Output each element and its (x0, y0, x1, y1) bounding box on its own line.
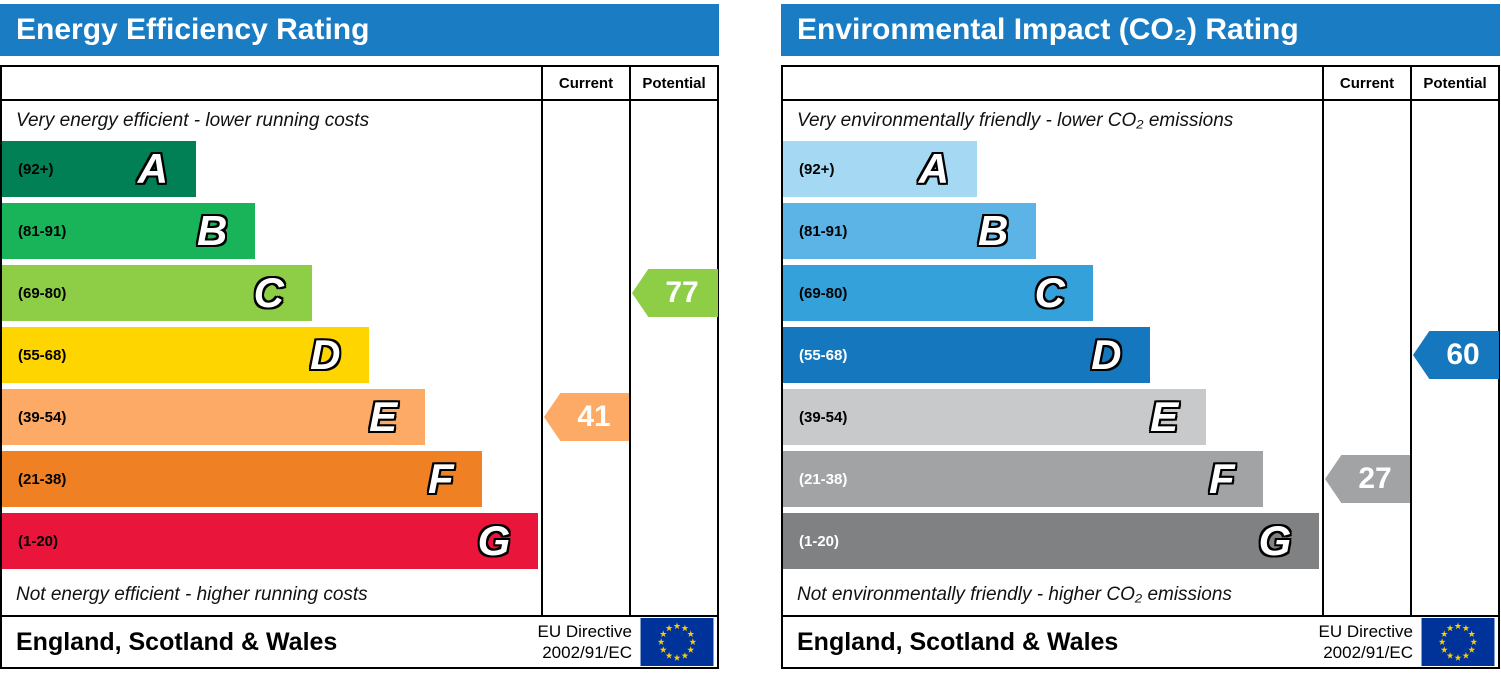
eu-flag-icon (640, 618, 714, 666)
band-c-letter: C (253, 269, 284, 316)
band-f-range: (21-38) (799, 470, 848, 488)
band-b-range: (81-91) (18, 222, 67, 240)
band-a-range: (92+) (18, 160, 54, 178)
eu-directive-line1: EU Directive (537, 621, 632, 641)
current-column: 41 (541, 101, 630, 615)
eu-directive-line1: EU Directive (1318, 621, 1413, 641)
chart-body: Very energy efficient - lower running co… (2, 101, 718, 615)
potential-column: 77 (629, 101, 718, 615)
band-e-letter: E (369, 393, 398, 440)
energy-efficiency-title: Energy Efficiency Rating (0, 4, 719, 56)
current-rating-value: 27 (1358, 462, 1392, 495)
band-a: (92+) A (2, 141, 197, 197)
header-spacer (2, 67, 541, 99)
potential-rating-arrow: 60 (1413, 331, 1499, 379)
bands: (92+) A (81-91) B (69-80) C (55-68) (783, 141, 1322, 575)
band-e-range: (39-54) (799, 408, 848, 426)
band-c-letter: C (1034, 269, 1065, 316)
chart-footer: England, Scotland & Wales EU Directive 2… (783, 615, 1498, 667)
band-e: (39-54) E (2, 389, 426, 445)
header-spacer (783, 67, 1322, 99)
chart-body: Very environmentally friendly - lower CO… (783, 101, 1499, 615)
band-f: (21-38) F (783, 451, 1263, 507)
environmental-impact-title: Environmental Impact (CO₂) Rating (781, 4, 1500, 56)
eu-directive-label: EU Directive 2002/91/EC (1319, 621, 1413, 664)
current-rating-arrow: 41 (544, 393, 630, 441)
band-g-range: (1-20) (18, 532, 59, 550)
band-d: (55-68) D (783, 327, 1150, 383)
eu-flag-icon (1421, 618, 1495, 666)
potential-column-header: Potential (629, 67, 717, 99)
band-g: (1-20) G (2, 513, 539, 569)
band-d-letter: D (1091, 331, 1122, 378)
environmental-impact-chart: Environmental Impact (CO₂) Rating Curren… (781, 4, 1500, 669)
band-c: (69-80) C (783, 265, 1093, 321)
chart-footer: England, Scotland & Wales EU Directive 2… (2, 615, 717, 667)
band-g: (1-20) G (783, 513, 1320, 569)
potential-column: 60 (1410, 101, 1499, 615)
bottom-note: Not energy efficient - higher running co… (16, 584, 368, 605)
band-d-range: (55-68) (799, 346, 848, 364)
current-column-header: Current (1322, 67, 1410, 99)
top-note: Very environmentally friendly - lower CO… (797, 110, 1234, 131)
potential-rating-value: 77 (665, 276, 699, 309)
band-a-letter: A (137, 145, 169, 192)
environmental-impact-frame: Current Potential Very environmentally f… (781, 65, 1500, 669)
band-a-range: (92+) (799, 160, 835, 178)
band-f: (21-38) F (2, 451, 482, 507)
eu-directive-label: EU Directive 2002/91/EC (538, 621, 632, 664)
band-c-range: (69-80) (799, 284, 848, 302)
region-label: England, Scotland & Wales (16, 627, 338, 656)
band-f-range: (21-38) (18, 470, 67, 488)
band-f-letter: F (1209, 455, 1235, 502)
eu-directive-line2: 2002/91/EC (542, 643, 632, 662)
band-b: (81-91) B (783, 203, 1037, 259)
band-c: (69-80) C (2, 265, 312, 321)
band-g-letter: G (1258, 517, 1292, 564)
band-e-letter: E (1150, 393, 1179, 440)
band-c-range: (69-80) (18, 284, 67, 302)
potential-column-header: Potential (1410, 67, 1498, 99)
column-header-row: Current Potential (783, 67, 1498, 101)
band-b-range: (81-91) (799, 222, 848, 240)
band-a: (92+) A (783, 141, 978, 197)
column-header-row: Current Potential (2, 67, 717, 101)
band-e: (39-54) E (783, 389, 1207, 445)
bottom-note: Not environmentally friendly - higher CO… (797, 584, 1232, 605)
eu-directive-line2: 2002/91/EC (1323, 643, 1413, 662)
potential-rating-value: 60 (1446, 338, 1480, 371)
energy-efficiency-frame: Current Potential Very energy efficient … (0, 65, 719, 669)
potential-rating-arrow: 77 (632, 269, 718, 317)
band-g-range: (1-20) (799, 532, 840, 550)
band-d-range: (55-68) (18, 346, 67, 364)
energy-efficiency-chart: Energy Efficiency Rating Current Potenti… (0, 4, 719, 669)
band-g-letter: G (477, 517, 511, 564)
band-b-letter: B (196, 207, 228, 254)
band-f-letter: F (428, 455, 454, 502)
bands-area: Very energy efficient - lower running co… (2, 101, 541, 615)
region-label: England, Scotland & Wales (797, 627, 1119, 656)
band-d-letter: D (310, 331, 341, 378)
band-a-letter: A (918, 145, 950, 192)
current-column-header: Current (541, 67, 629, 99)
top-note: Very energy efficient - lower running co… (16, 110, 370, 131)
current-rating-arrow: 27 (1325, 455, 1411, 503)
current-column: 27 (1322, 101, 1411, 615)
current-rating-value: 41 (577, 400, 611, 433)
band-e-range: (39-54) (18, 408, 67, 426)
band-d: (55-68) D (2, 327, 369, 383)
band-b-letter: B (977, 207, 1009, 254)
bands-area: Very environmentally friendly - lower CO… (783, 101, 1322, 615)
band-b: (81-91) B (2, 203, 256, 259)
bands: (92+) A (81-91) B (69-80) C (55-68) (2, 141, 541, 575)
